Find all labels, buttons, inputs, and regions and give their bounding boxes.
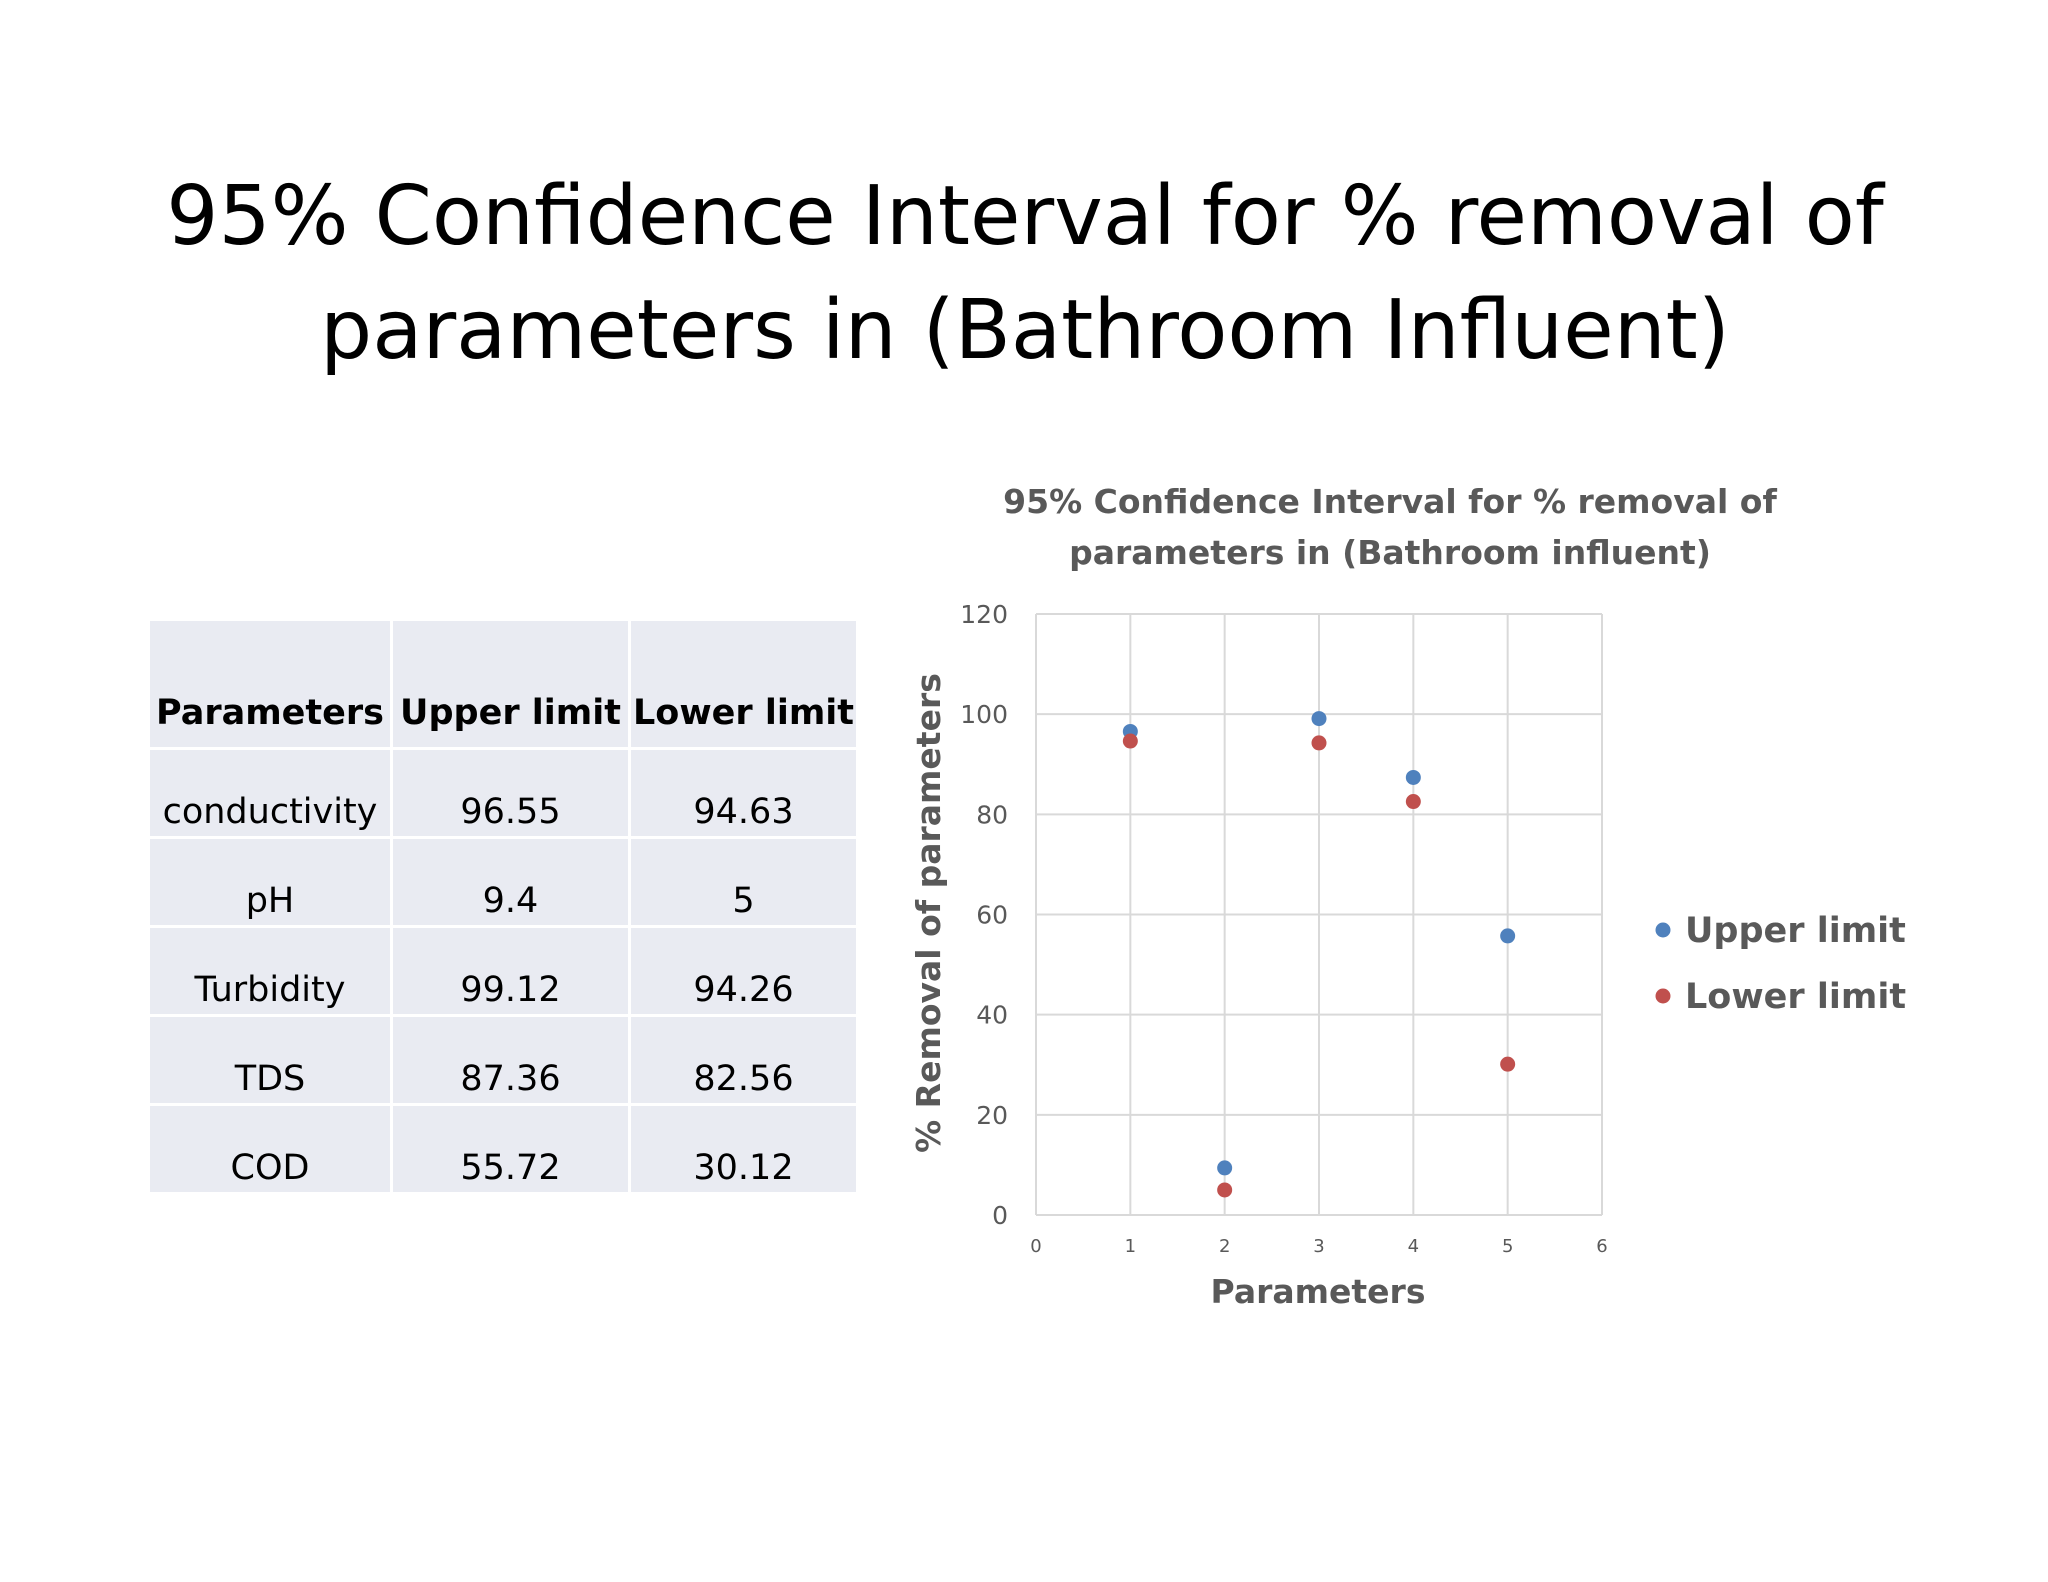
x-tick-label: 0 [1030,1236,1041,1257]
x-tick-label: 4 [1408,1236,1419,1257]
data-point-1 [1217,1182,1233,1198]
legend-label: Upper limit [1685,911,1906,951]
table-cell: 82.56 [628,1014,859,1106]
chart-title-line2: parameters in (Bathroom influent) [1069,533,1711,572]
x-tick-label: 2 [1219,1236,1230,1257]
table-header-cell: Upper limit [390,618,631,750]
x-tick-label: 6 [1596,1236,1607,1257]
data-point-0 [1405,769,1421,785]
table-cell: TDS [147,1014,393,1106]
y-tick-label: 40 [976,1001,1008,1030]
legend-marker [1655,988,1671,1004]
table-cell: 94.63 [628,747,859,839]
table-cell: 87.36 [390,1014,631,1106]
table-row: COD 55.72 30.12 [147,1103,859,1195]
table-header-cell: Parameters [147,618,393,750]
data-point-0 [1311,711,1327,727]
x-tick-label: 5 [1502,1236,1513,1257]
y-tick-label: 0 [992,1201,1008,1230]
y-axis-title: % Removal of parameters [909,673,948,1153]
y-tick-label: 80 [976,800,1008,829]
y-tick-label: 120 [960,600,1008,629]
table-cell: 55.72 [390,1103,631,1195]
data-point-1 [1500,1056,1516,1072]
table-cell: COD [147,1103,393,1195]
x-tick-label: 1 [1125,1236,1136,1257]
table-header-row: Parameters Upper limit Lower limit [147,618,859,750]
table-cell: pH [147,836,393,928]
table-cell: 94.26 [628,925,859,1017]
table-cell: Turbidity [147,925,393,1017]
table-cell: 96.55 [390,747,631,839]
table-cell: conductivity [147,747,393,839]
y-tick-label: 60 [976,901,1008,930]
data-point-0 [1500,928,1516,944]
y-tick-label: 20 [976,1101,1008,1130]
table-cell: 5 [628,836,859,928]
data-point-0 [1217,1160,1233,1176]
table-row: Turbidity 99.12 94.26 [147,925,859,1017]
legend-marker [1655,922,1671,938]
y-tick-label: 100 [960,700,1008,729]
table-cell: 30.12 [628,1103,859,1195]
x-axis-title: Parameters [1211,1272,1426,1311]
slide-title: 95% Confidence Interval for % removal of… [120,160,1930,388]
table-cell: 99.12 [390,925,631,1017]
data-table: Parameters Upper limit Lower limit condu… [147,618,859,1195]
data-point-1 [1122,733,1138,749]
data-point-1 [1405,794,1421,810]
legend-label: Lower limit [1685,977,1906,1017]
chart-title-line1: 95% Confidence Interval for % removal of [1003,482,1777,521]
data-point-1 [1311,735,1327,751]
slide-title-line2: parameters in (Bathroom Influent) [320,283,1730,378]
x-tick-label: 3 [1313,1236,1324,1257]
table-row: conductivity 96.55 94.63 [147,747,859,839]
table-cell: 9.4 [390,836,631,928]
table-row: pH 9.4 5 [147,836,859,928]
table-row: TDS 87.36 82.56 [147,1014,859,1106]
slide-title-line1: 95% Confidence Interval for % removal of [166,169,1884,264]
table-header-cell: Lower limit [628,618,859,750]
